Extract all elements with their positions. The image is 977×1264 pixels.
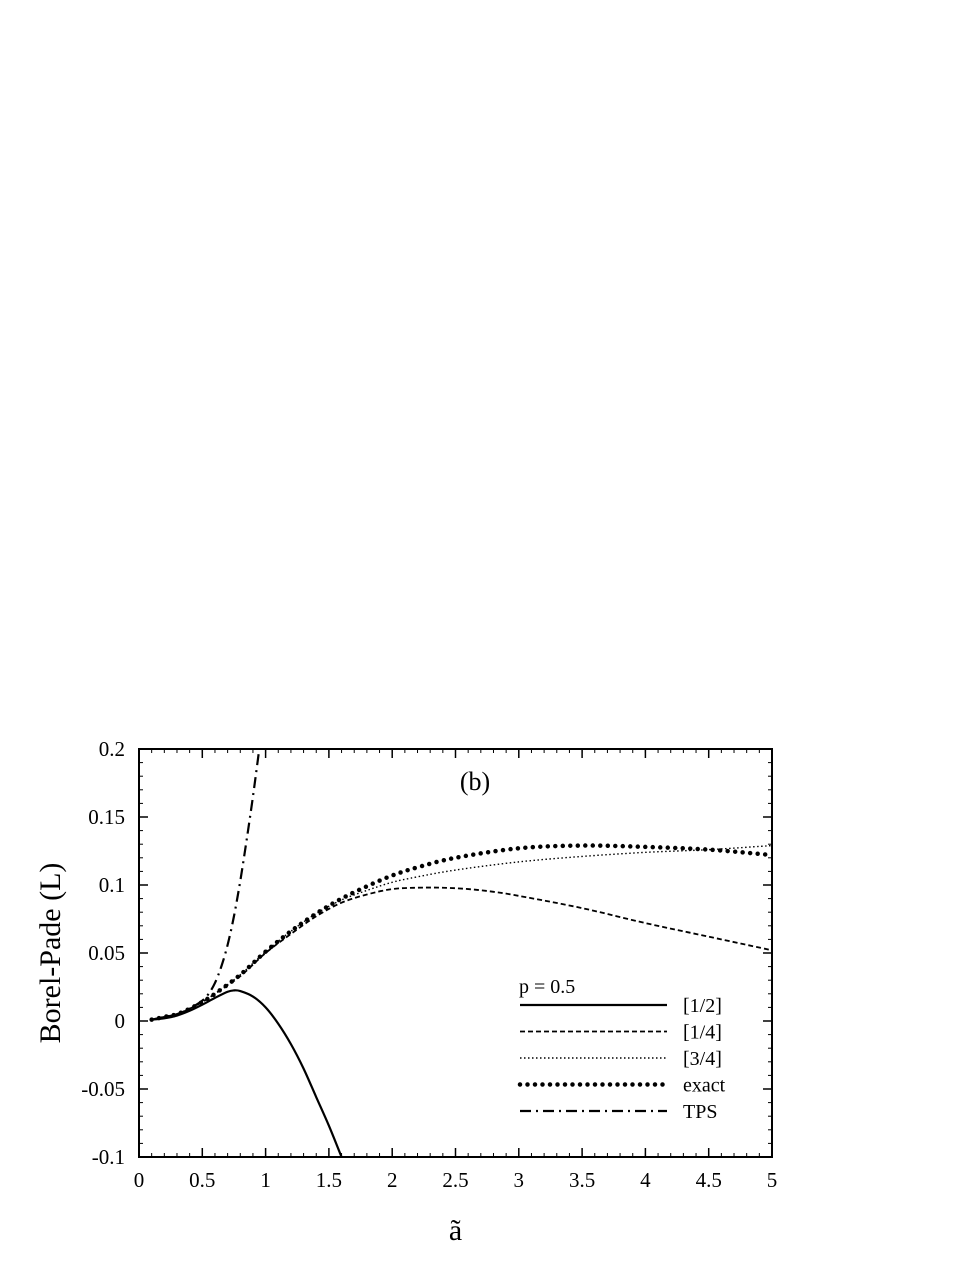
legend-title: p = 0.5: [519, 976, 575, 998]
legend-label-3: [3/4]: [683, 1048, 722, 1070]
legend-label-4: exact: [683, 1075, 726, 1097]
x-tick-label: 3.5: [569, 1168, 595, 1192]
x-axis-label: ã: [449, 1214, 462, 1247]
x-tick-label: 1.5: [316, 1168, 342, 1192]
y-tick-label: 0.2: [99, 737, 125, 761]
y-tick-label: -0.1: [92, 1145, 125, 1169]
y-tick-label: -0.05: [81, 1077, 125, 1101]
y-tick-label: 0.1: [99, 873, 125, 897]
x-axis-ticks: 0 0.5 1 1.5 2 2.5 3 3.5 4 4.5 5: [134, 749, 778, 1192]
series-line-5: [151, 749, 261, 1021]
y-tick-label: 0.15: [88, 805, 125, 829]
legend: p = 0.5 [1/2] [1/4] [3/4] exact TPS: [517, 976, 726, 1123]
series-line-1: [151, 989, 343, 1157]
x-tick-label: 0.5: [189, 1168, 215, 1192]
series-layer: [149, 749, 772, 1157]
y-axis-ticks: -0.1 -0.05 0 0.05 0.1 0.15 0.2: [81, 737, 772, 1169]
legend-label-2: [1/4]: [683, 1022, 722, 1044]
x-tick-label: 5: [767, 1168, 778, 1192]
y-axis-label: Borel-Pade (L): [34, 863, 67, 1044]
y-tick-label: 0: [115, 1009, 126, 1033]
x-tick-label: 2.5: [442, 1168, 468, 1192]
x-tick-label: 4.5: [696, 1168, 722, 1192]
legend-label-5: TPS: [683, 1101, 717, 1123]
series-line-2: [151, 886, 772, 1021]
legend-label-1: [1/2]: [683, 995, 722, 1017]
x-tick-label: 4: [640, 1168, 651, 1192]
x-tick-label: 2: [387, 1168, 398, 1192]
x-tick-label: 0: [134, 1168, 145, 1192]
plot-frame: [138, 748, 773, 1158]
x-tick-label: 3: [514, 1168, 525, 1192]
panel-label: (b): [460, 767, 490, 796]
x-tick-label: 1: [260, 1168, 271, 1192]
y-tick-label: 0.05: [88, 941, 125, 965]
